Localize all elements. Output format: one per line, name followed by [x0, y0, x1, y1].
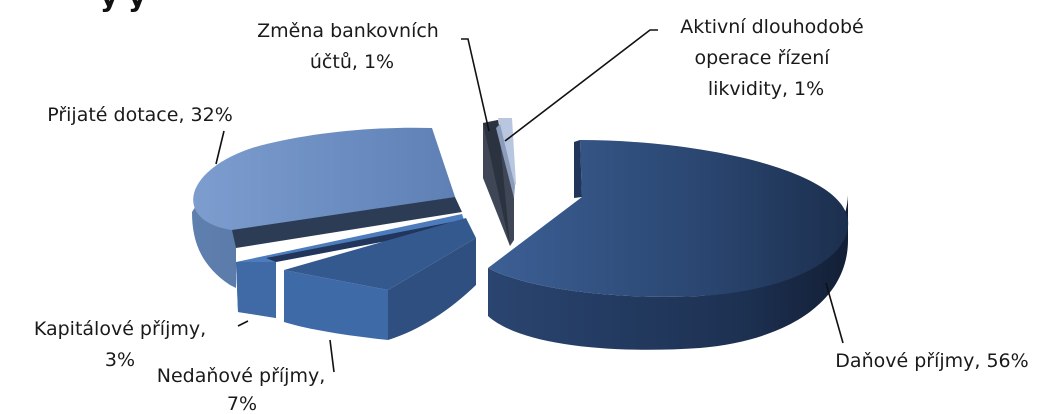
- label-kapitalove-line1: Kapitálové příjmy,: [34, 318, 206, 340]
- slice-zmena-bankovnich-uctu: [483, 120, 514, 246]
- leader-kapitalove: [237, 320, 249, 327]
- label-nedanove-line1: Nedaňové příjmy,: [157, 365, 325, 387]
- slice-prijate-dotace: [192, 127, 462, 288]
- label-nedanove-line2: 7%: [227, 393, 257, 414]
- slice-nedanove-top: [284, 218, 476, 290]
- label-aktivni-line3: likvidity, 1%: [708, 78, 824, 100]
- slice-nedanove-side: [388, 238, 476, 340]
- slice-kapitalove-side: [236, 262, 276, 318]
- slice-zmena-edge: [483, 120, 510, 246]
- slice-prijate-dotace-cut: [232, 197, 462, 248]
- leader-lines: [215, 29, 844, 373]
- chart-title-fragment: y y: [100, 0, 146, 13]
- leader-danove: [825, 282, 844, 344]
- label-aktivni-line2: operace řízení: [694, 47, 830, 69]
- label-zmena-line2: účtů, 1%: [310, 51, 394, 73]
- slice-danove-top: [488, 140, 849, 297]
- leader-zmena: [461, 38, 490, 132]
- slice-nedanove-prijmy: [284, 218, 476, 340]
- slice-prijate-dotace-top: [193, 127, 455, 230]
- slice-aktivni-side: [496, 124, 515, 198]
- slice-nedanove-front: [284, 270, 388, 340]
- slice-danove-cut: [574, 140, 582, 198]
- leader-aktivni: [504, 29, 658, 142]
- leader-dotace: [215, 130, 225, 165]
- label-danove: Daňové příjmy, 56%: [835, 350, 1028, 372]
- slice-kapitalove-prijmy: [236, 214, 466, 318]
- leader-nedanove: [329, 339, 335, 373]
- label-kapitalove-line2: 3%: [105, 349, 135, 371]
- label-aktivni-line1: Aktivní dlouhodobé: [680, 16, 863, 38]
- slice-danove-prijmy: [488, 140, 849, 350]
- slice-kapitalove-cut: [266, 220, 466, 262]
- label-zmena-line1: Změna bankovních: [257, 20, 439, 42]
- label-dotace: Přijaté dotace, 32%: [47, 104, 233, 126]
- slice-danove-side: [488, 195, 848, 350]
